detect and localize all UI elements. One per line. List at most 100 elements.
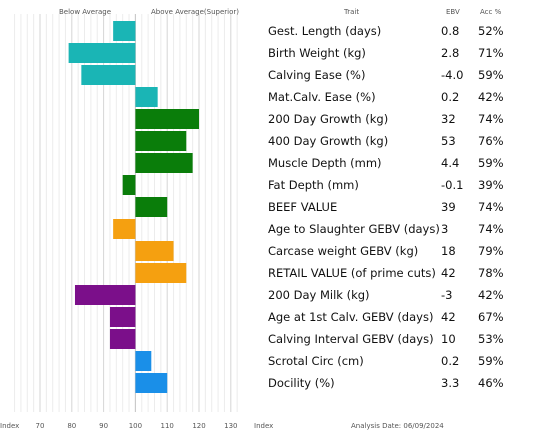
ebv-value: 10 — [441, 332, 456, 346]
trait-row: Gest. Length (days) 0.8 52% — [268, 20, 550, 42]
acc-value: 67% — [478, 310, 504, 324]
x-tick-label: 90 — [99, 422, 108, 430]
ebv-value: 0.2 — [441, 90, 460, 104]
above-average-label: Above Average(Superior) — [151, 8, 240, 16]
trait-row: Calving Ease (%) -4.0 59% — [268, 64, 550, 86]
ebv-value: 4.4 — [441, 156, 460, 170]
trait-column-header: Trait — [344, 8, 360, 16]
acc-value: 74% — [478, 222, 504, 236]
acc-value: 78% — [478, 266, 504, 280]
x-tick-label: 100 — [129, 422, 142, 430]
x-tick-label: 130 — [224, 422, 237, 430]
trait-name: Calving Interval GEBV (days) — [268, 332, 434, 346]
bar — [135, 373, 168, 393]
trait-row: Docility (%) 3.3 46% — [268, 372, 550, 394]
trait-row: Age to Slaughter GEBV (days) 3 74% — [268, 218, 550, 240]
x-tick-label: 110 — [161, 422, 174, 430]
trait-row: Muscle Depth (mm) 4.4 59% — [268, 152, 550, 174]
ebv-value: -4.0 — [441, 68, 464, 82]
bar — [135, 109, 199, 129]
trait-name: Age to Slaughter GEBV (days) — [268, 222, 440, 236]
bar — [68, 43, 136, 63]
trait-row: 200 Day Growth (kg) 32 74% — [268, 108, 550, 130]
trait-row: Calving Interval GEBV (days) 10 53% — [268, 328, 550, 350]
ebv-value: -3 — [441, 288, 453, 302]
acc-value: 74% — [478, 200, 504, 214]
bar — [135, 351, 152, 371]
acc-value: 74% — [478, 112, 504, 126]
trait-row: Carcase weight GEBV (kg) 18 79% — [268, 240, 550, 262]
trait-row: Birth Weight (kg) 2.8 71% — [268, 42, 550, 64]
trait-name: Carcase weight GEBV (kg) — [268, 244, 419, 258]
trait-name: Gest. Length (days) — [268, 24, 382, 38]
ebv-value: 3 — [441, 222, 449, 236]
acc-value: 46% — [478, 376, 504, 390]
trait-row: 200 Day Milk (kg) -3 42% — [268, 284, 550, 306]
trait-row: Fat Depth (mm) -0.1 39% — [268, 174, 550, 196]
ebv-value: 3.3 — [441, 376, 460, 390]
trait-name: Age at 1st Calv. GEBV (days) — [268, 310, 434, 324]
trait-name: Scrotal Circ (cm) — [268, 354, 364, 368]
trait-name: Calving Ease (%) — [268, 68, 366, 82]
bar — [109, 329, 136, 349]
index-axis-label-left: Index — [0, 422, 20, 430]
trait-row: BEEF VALUE 39 74% — [268, 196, 550, 218]
x-tick-label: 120 — [192, 422, 205, 430]
bar — [113, 219, 136, 239]
trait-row: Scrotal Circ (cm) 0.2 59% — [268, 350, 550, 372]
acc-value: 53% — [478, 332, 504, 346]
trait-row: Mat.Calv. Ease (%) 0.2 42% — [268, 86, 550, 108]
ebv-value: 42 — [441, 310, 456, 324]
trait-name: 200 Day Growth (kg) — [268, 112, 389, 126]
bar — [113, 21, 136, 41]
acc-value: 52% — [478, 24, 504, 38]
below-average-label: Below Average — [59, 8, 112, 16]
bar — [81, 65, 136, 85]
acc-column-header: Acc % — [480, 8, 502, 16]
trait-row: 400 Day Growth (kg) 53 76% — [268, 130, 550, 152]
acc-value: 59% — [478, 68, 504, 82]
acc-value: 59% — [478, 354, 504, 368]
trait-name: BEEF VALUE — [268, 200, 338, 214]
analysis-date: Analysis Date: 06/09/2024 — [351, 422, 444, 430]
trait-table: Gest. Length (days) 0.8 52% Birth Weight (k… — [268, 20, 550, 394]
ebv-value: 0.8 — [441, 24, 460, 38]
ebv-value: 39 — [441, 200, 456, 214]
ebv-value: 32 — [441, 112, 456, 126]
bar — [74, 285, 136, 305]
acc-value: 42% — [478, 90, 504, 104]
trait-name: Docility (%) — [268, 376, 335, 390]
bar — [135, 131, 187, 151]
ebv-value: 0.2 — [441, 354, 460, 368]
trait-row: RETAIL VALUE (of prime cuts) 42 78% — [268, 262, 550, 284]
acc-value: 59% — [478, 156, 504, 170]
bar — [135, 197, 168, 217]
trait-name: Mat.Calv. Ease (%) — [268, 90, 376, 104]
acc-value: 76% — [478, 134, 504, 148]
trait-name: 400 Day Growth (kg) — [268, 134, 389, 148]
ebv-value: 42 — [441, 266, 456, 280]
bar — [135, 263, 187, 283]
trait-name: 200 Day Milk (kg) — [268, 288, 370, 302]
acc-value: 39% — [478, 178, 504, 192]
bar — [135, 241, 174, 261]
trait-name: Birth Weight (kg) — [268, 46, 366, 60]
bar — [122, 175, 136, 195]
bar — [135, 153, 193, 173]
trait-name: RETAIL VALUE (of prime cuts) — [268, 266, 436, 280]
trait-name: Muscle Depth (mm) — [268, 156, 382, 170]
bar — [135, 87, 158, 107]
ebv-value: 18 — [441, 244, 456, 258]
ebv-value: 2.8 — [441, 46, 460, 60]
ebv-value: 53 — [441, 134, 456, 148]
acc-value: 71% — [478, 46, 504, 60]
bar — [109, 307, 136, 327]
trait-row: Age at 1st Calv. GEBV (days) 42 67% — [268, 306, 550, 328]
ebv-bar-chart: 70 80 90 100 110 120 130 — [14, 14, 238, 430]
index-axis-label-right: Index — [254, 422, 274, 430]
ebv-column-header: EBV — [446, 8, 460, 16]
x-tick-label: 80 — [67, 422, 76, 430]
ebv-value: -0.1 — [441, 178, 464, 192]
acc-value: 79% — [478, 244, 504, 258]
x-tick-label: 70 — [36, 422, 45, 430]
